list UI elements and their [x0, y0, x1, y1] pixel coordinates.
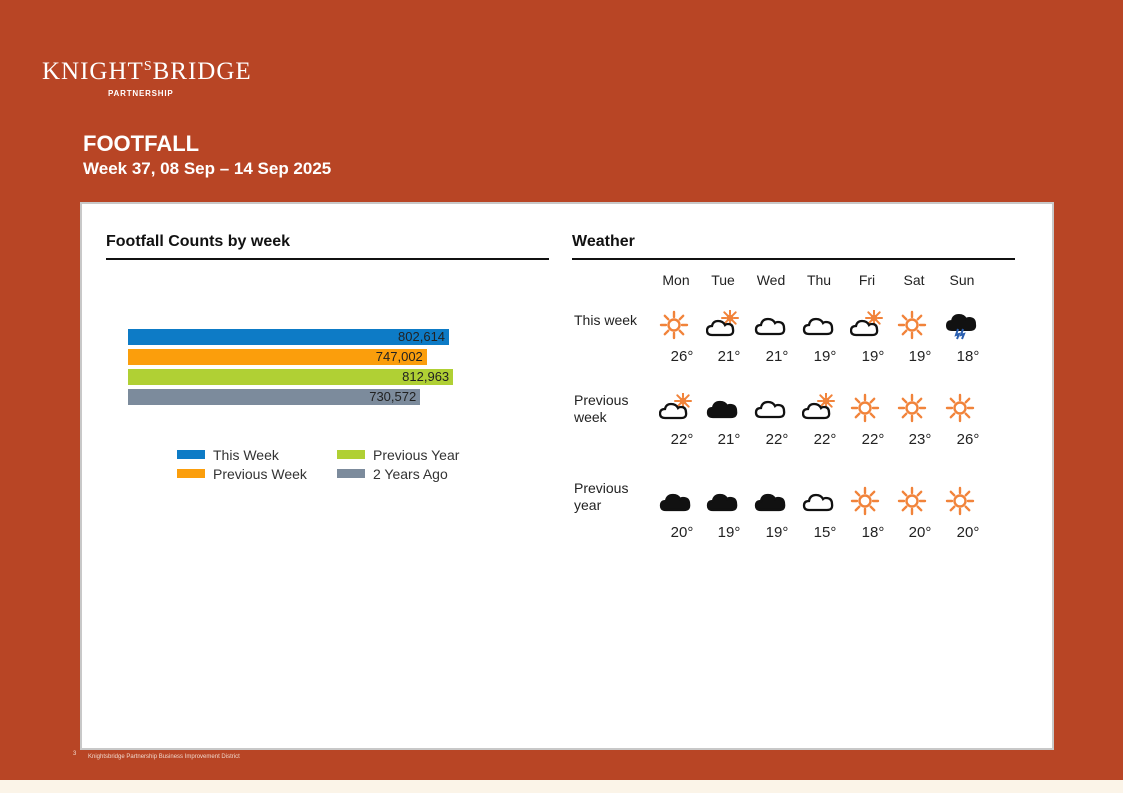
dark-cloud-icon: [659, 486, 693, 516]
weather-title-rule: [572, 258, 1015, 260]
cloud-icon: [754, 393, 788, 423]
weather-day-header: Sun: [949, 272, 975, 288]
weather-day-header: Mon: [662, 272, 690, 288]
page-title: FOOTFALL: [83, 131, 200, 156]
weather-temperature: 19°: [765, 524, 789, 541]
sun-icon: [945, 486, 979, 516]
legend-item: This Week: [177, 447, 279, 463]
weather-temperature: 23°: [908, 431, 932, 448]
weather-row-label: Previous week: [574, 392, 629, 425]
cloud-icon: [754, 310, 788, 340]
cloud-icon: [802, 310, 836, 340]
bar-value-label: 812,963: [402, 369, 450, 384]
partly-cloudy-icon: [658, 392, 693, 423]
legend-swatch: [337, 450, 365, 459]
bar-2-years-ago: [128, 389, 421, 405]
weather-temperature: 21°: [765, 348, 789, 365]
weather-row-label: This week: [574, 312, 638, 328]
bar-value-label: 802,614: [398, 329, 446, 344]
weather-row-label: Previous year: [574, 480, 629, 513]
weather-day-header: Wed: [756, 272, 786, 288]
weather-day-header: Sat: [903, 272, 925, 288]
weather-temperature: 19°: [813, 348, 837, 365]
dark-cloud-icon: [706, 393, 740, 423]
legend-swatch: [177, 469, 205, 478]
sun-icon: [945, 393, 979, 423]
weather-temperature: 19°: [861, 348, 885, 365]
chart-title: Footfall Counts by week: [106, 233, 291, 250]
sun-icon: [850, 486, 884, 516]
weather-day-header: Thu: [806, 272, 832, 288]
sun-icon: [897, 486, 931, 516]
weather-temperature: 22°: [813, 431, 837, 448]
dark-cloud-icon: [706, 486, 740, 516]
weather-temperature: 22°: [765, 431, 789, 448]
page-subtitle: Week 37, 08 Sep – 14 Sep 2025: [83, 159, 332, 178]
bar-value-label: 730,572: [369, 389, 417, 404]
weather-temperature: 26°: [670, 348, 694, 365]
bar-previous-week: [128, 349, 427, 365]
legend-label: 2 Years Ago: [373, 466, 448, 482]
sun-icon: [659, 310, 693, 340]
weather-temperature: 22°: [861, 431, 885, 448]
content-card: Footfall Counts by week 802,614 747,002 81…: [80, 202, 1054, 750]
weather-title: Weather: [572, 233, 635, 250]
weather-temperature: 20°: [956, 524, 980, 541]
weather-temperature: 21°: [717, 348, 741, 365]
legend-swatch: [177, 450, 205, 459]
brand-subtitle: PARTNERSHIP: [108, 89, 174, 98]
footer-text: Knightsbridge Partnership Business Impro…: [88, 754, 240, 760]
sun-icon: [850, 393, 884, 423]
bar-previous-year: [128, 369, 454, 385]
weather-temperature: 19°: [908, 348, 932, 365]
weather-temperature: 22°: [670, 431, 694, 448]
legend-item: Previous Year: [337, 447, 459, 463]
storm-cloud-icon: [945, 310, 979, 340]
partly-cloudy-icon: [849, 309, 884, 340]
page-number: 3: [73, 751, 77, 757]
dark-cloud-icon: [754, 486, 788, 516]
legend-swatch: [337, 469, 365, 478]
legend-item: 2 Years Ago: [337, 466, 448, 482]
legend-label: This Week: [213, 447, 279, 463]
brand-name: KNIGHTSBRIDGE: [42, 58, 252, 85]
weather-day-header: Tue: [711, 272, 735, 288]
sun-icon: [897, 393, 931, 423]
weather-temperature: 19°: [717, 524, 741, 541]
chart-title-rule: [106, 258, 549, 260]
sun-icon: [897, 310, 931, 340]
weather-temperature: 18°: [861, 524, 885, 541]
partly-cloudy-icon: [801, 392, 836, 423]
weather-day-header: Fri: [858, 272, 876, 288]
weather-temperature: 26°: [956, 431, 980, 448]
weather-temperature: 20°: [670, 524, 694, 541]
brand-logo: KNIGHTSBRIDGE PARTNERSHIP: [42, 58, 252, 98]
bar-value-label: 747,002: [375, 349, 423, 364]
weather-temperature: 20°: [908, 524, 932, 541]
cloud-icon: [802, 486, 836, 516]
weather-temperature: 18°: [956, 348, 980, 365]
weather-temperature: 21°: [717, 431, 741, 448]
legend-label: Previous Week: [213, 466, 307, 482]
legend-item: Previous Week: [177, 466, 307, 482]
bar-this-week: [128, 329, 450, 345]
partly-cloudy-icon: [705, 309, 740, 340]
weather-temperature: 15°: [813, 524, 837, 541]
legend-label: Previous Year: [373, 447, 460, 463]
